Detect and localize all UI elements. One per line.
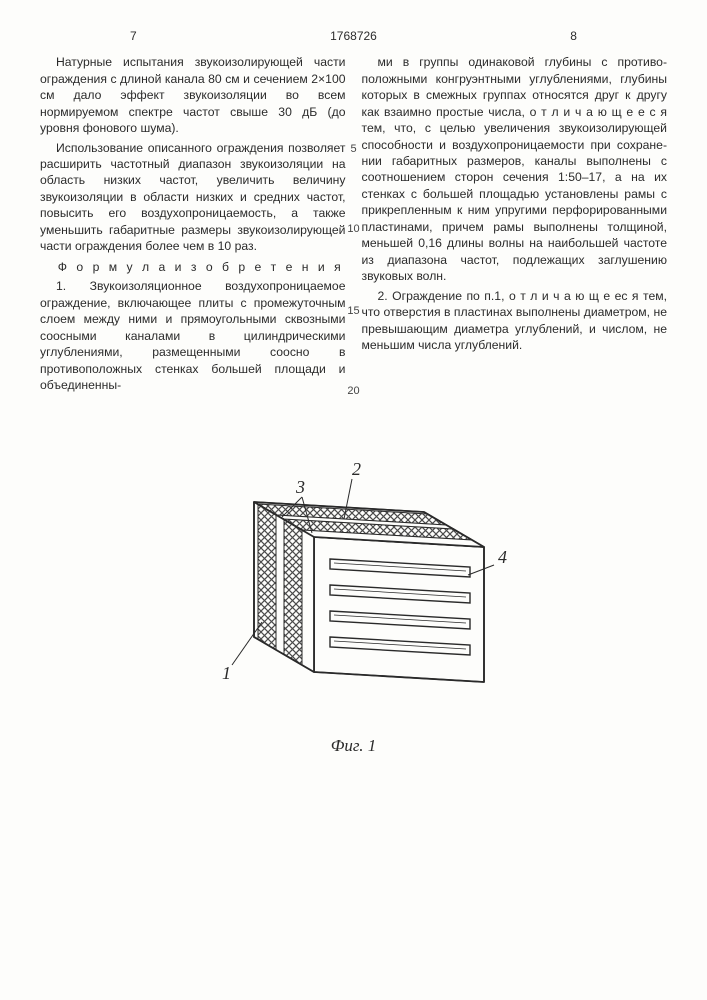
line-number: 15 <box>346 304 362 319</box>
paragraph: ми в группы одинаковой глубины с противо… <box>362 54 668 285</box>
page-number-left: 7 <box>70 28 240 44</box>
figure-label-2: 2 <box>352 459 361 479</box>
line-number: 10 <box>346 222 362 237</box>
patent-number: 1768726 <box>240 28 467 44</box>
paragraph: 2. Ограждение по п.1, о т л и ч а ю щ е … <box>362 288 668 354</box>
paragraph: Натурные испытания звукоизолирую­щей час… <box>40 54 346 136</box>
formula-title: Ф о р м у л а и з о б р е т е н и я <box>40 259 346 275</box>
column-right: ми в группы одинаковой глубины с противо… <box>362 54 668 396</box>
figure-caption: Фиг. 1 <box>331 735 377 758</box>
figure-label-3: 3 <box>295 477 305 497</box>
page-number-right: 8 <box>467 28 637 44</box>
column-left: Натурные испытания звукоизолирую­щей час… <box>40 54 346 396</box>
line-number: 20 <box>346 384 362 399</box>
figure-label-1: 1 <box>222 663 231 683</box>
figure-area: 1 2 3 4 Фиг. 1 <box>40 457 667 758</box>
figure-diagram: 1 2 3 4 <box>184 457 524 717</box>
figure-label-4: 4 <box>498 547 507 567</box>
text-columns: 5 10 15 20 Натурные испытания звукоизоли… <box>40 54 667 396</box>
paragraph: Использование описанного ограждения позв… <box>40 140 346 255</box>
paragraph: 1. Звукоизоляционное воздухопроница­емое… <box>40 278 346 393</box>
line-number: 5 <box>346 142 362 157</box>
